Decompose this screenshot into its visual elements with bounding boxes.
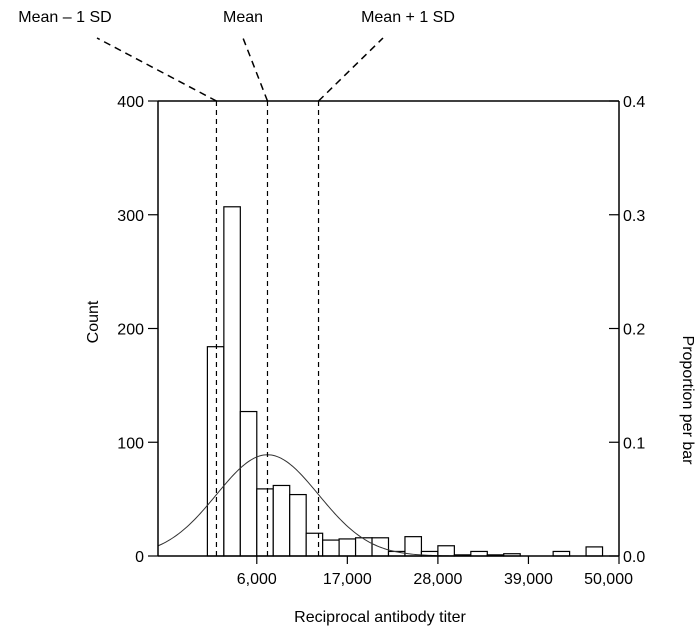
reference-leader-line <box>96 37 217 102</box>
histogram-bar <box>256 488 274 557</box>
histogram-bar <box>305 532 324 557</box>
y2-tick-label: 0.3 <box>623 208 645 225</box>
y2-tick-label: 0.4 <box>623 94 645 111</box>
y2-tick-label: 0.0 <box>623 549 645 566</box>
y-tick-label: 400 <box>117 94 144 111</box>
histogram-bar <box>289 493 307 557</box>
y-tick-label: 300 <box>117 208 144 225</box>
reference-leader-line <box>318 37 384 102</box>
histogram-bar <box>338 538 357 557</box>
histogram-bars <box>206 206 604 557</box>
reference-lines: Mean – 1 SD Mean Mean + 1 SD <box>18 9 455 556</box>
x-tick-label: 50,000 <box>584 571 633 588</box>
y-tick-label: 100 <box>117 435 144 452</box>
reference-leader-line <box>242 37 269 102</box>
histogram-bar <box>272 484 291 557</box>
y2-axis-label: Proportion per bar <box>679 336 696 466</box>
histogram-bar <box>322 539 340 557</box>
histogram-bar <box>585 546 604 557</box>
y-tick-label: 0 <box>135 549 144 566</box>
histogram-bar <box>354 537 373 557</box>
axis-ticks: 0 100 200 300 400 0.0 0.1 0.2 0.3 0.4 6,000 17,000 2… <box>117 94 645 588</box>
reference-line-label: Mean – 1 SD <box>18 9 111 26</box>
y2-tick-label: 0.1 <box>623 435 645 452</box>
histogram-bar <box>404 536 423 557</box>
histogram-bar <box>239 410 258 557</box>
x-tick-label: 39,000 <box>504 571 553 588</box>
histogram-bar <box>223 206 241 557</box>
reference-line-label: Mean <box>223 9 263 26</box>
histogram-bar <box>206 346 225 557</box>
y-axis-label: Count <box>85 300 102 343</box>
y2-tick-label: 0.2 <box>623 322 645 339</box>
y-tick-label: 200 <box>117 322 144 339</box>
x-tick-label: 28,000 <box>413 571 462 588</box>
x-tick-label: 6,000 <box>237 571 277 588</box>
reference-line-label: Mean + 1 SD <box>361 9 455 26</box>
x-tick-label: 17,000 <box>323 571 372 588</box>
x-axis-label: Reciprocal antibody titer <box>294 609 466 626</box>
histogram-bar <box>437 545 455 557</box>
